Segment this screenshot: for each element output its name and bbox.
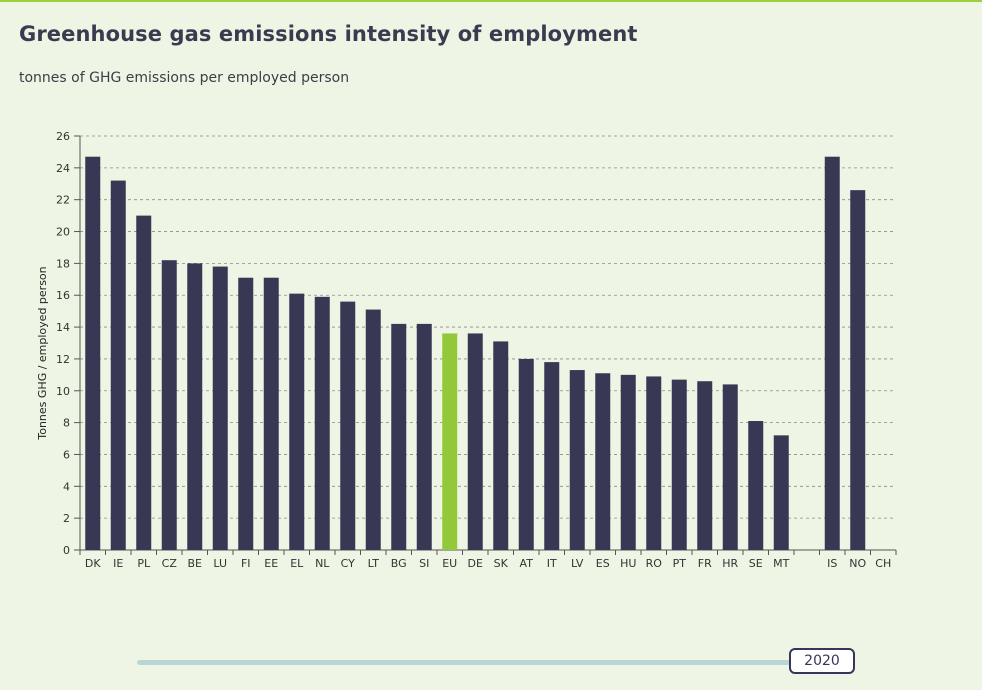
chart-subtitle: tonnes of GHG emissions per employed per… — [19, 70, 350, 86]
y-tick-label: 4 — [63, 480, 70, 493]
bar-hr — [722, 384, 738, 550]
bar-mt — [773, 435, 789, 550]
bar-fr — [697, 381, 713, 550]
x-tick-label-hr: HR — [722, 557, 738, 570]
x-tick-label-lu: LU — [213, 557, 227, 570]
chart-title: Greenhouse gas emissions intensity of em… — [19, 22, 638, 46]
bar-ee — [263, 277, 279, 550]
bar-it — [544, 362, 560, 550]
y-tick-label: 8 — [63, 417, 70, 430]
bar-pt — [671, 379, 687, 550]
bar-si — [416, 323, 432, 550]
y-tick-label: 16 — [56, 289, 70, 302]
x-tick-label-eu: EU — [442, 557, 457, 570]
bar-is — [824, 156, 840, 550]
x-tick-label-ro: RO — [646, 557, 663, 570]
bar-lt — [365, 309, 381, 550]
bar-fi — [238, 277, 254, 550]
x-tick-label-fi: FI — [241, 557, 251, 570]
y-tick-label: 24 — [56, 162, 70, 175]
y-tick-label: 26 — [56, 130, 70, 143]
x-tick-label-es: ES — [596, 557, 610, 570]
bar-ie — [110, 180, 126, 551]
x-tick-label-ee: EE — [264, 557, 278, 570]
x-tick-label-si: SI — [419, 557, 429, 570]
x-tick-label-el: EL — [290, 557, 304, 570]
x-tick-label-ch: CH — [875, 557, 891, 570]
bar-cy — [340, 301, 356, 550]
bar-pl — [136, 215, 152, 550]
bar-se — [748, 421, 764, 550]
bar-sk — [493, 341, 509, 550]
bar-el — [289, 293, 305, 550]
bar-lu — [212, 266, 228, 550]
y-tick-label: 14 — [56, 321, 70, 334]
bar-bg — [391, 323, 407, 550]
x-tick-label-cy: CY — [341, 557, 355, 570]
x-tick-label-nl: NL — [315, 557, 330, 570]
y-tick-label: 2 — [63, 512, 70, 525]
bar-at — [518, 358, 534, 550]
x-tick-label-bg: BG — [391, 557, 407, 570]
x-tick-label-sk: SK — [494, 557, 509, 570]
bar-no — [850, 190, 866, 550]
y-tick-label: 12 — [56, 353, 70, 366]
bar-cz — [161, 260, 177, 550]
bar-nl — [314, 296, 330, 550]
y-tick-label: 18 — [56, 257, 70, 270]
y-axis-label: Tonnes GHG / employed person — [36, 266, 49, 440]
x-tick-label-pl: PL — [137, 557, 151, 570]
bar-lv — [569, 370, 585, 550]
x-tick-label-se: SE — [749, 557, 763, 570]
bar-ro — [646, 376, 662, 550]
x-tick-label-dk: DK — [85, 557, 101, 570]
bar-eu — [442, 333, 458, 550]
y-tick-label: 10 — [56, 385, 70, 398]
x-tick-label-ie: IE — [113, 557, 123, 570]
y-tick-label: 22 — [56, 194, 70, 207]
y-tick-label: 0 — [63, 544, 70, 557]
bar-es — [595, 373, 611, 550]
x-tick-label-lt: LT — [368, 557, 380, 570]
x-tick-label-fr: FR — [698, 557, 712, 570]
year-slider-track[interactable] — [137, 660, 797, 665]
bar-dk — [85, 156, 101, 550]
bar-be — [187, 263, 203, 550]
x-tick-label-be: BE — [188, 557, 203, 570]
x-tick-label-pt: PT — [673, 557, 687, 570]
x-tick-label-mt: MT — [773, 557, 789, 570]
y-tick-label: 20 — [56, 226, 70, 239]
y-tick-label: 6 — [63, 448, 70, 461]
x-tick-label-hu: HU — [620, 557, 636, 570]
x-tick-label-de: DE — [468, 557, 483, 570]
year-slider-handle[interactable]: 2020 — [789, 648, 855, 674]
bar-hu — [620, 374, 636, 550]
x-tick-label-cz: CZ — [162, 557, 178, 570]
x-tick-label-it: IT — [547, 557, 557, 570]
x-tick-label-lv: LV — [571, 557, 584, 570]
bar-de — [467, 333, 483, 550]
x-tick-label-at: AT — [520, 557, 534, 570]
x-tick-label-no: NO — [849, 557, 866, 570]
top-accent-rule — [0, 0, 982, 2]
x-tick-label-is: IS — [827, 557, 837, 570]
